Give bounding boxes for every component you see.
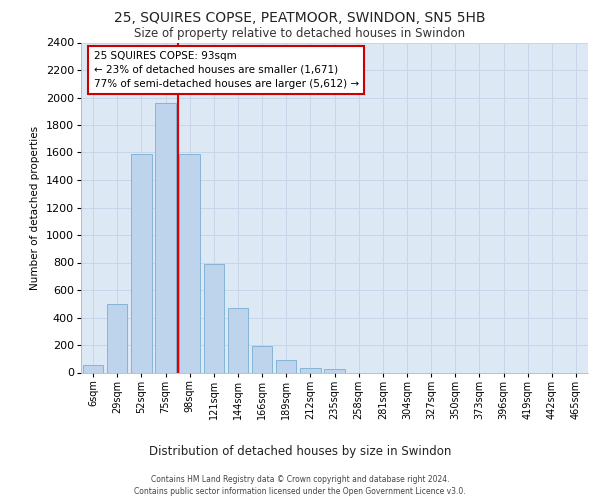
Bar (324, 368, 345, 372)
Text: 25 SQUIRES COPSE: 93sqm
← 23% of detached houses are smaller (1,671)
77% of semi: 25 SQUIRES COPSE: 93sqm ← 23% of detache… (94, 51, 359, 89)
Y-axis label: Number of detached properties: Number of detached properties (30, 126, 40, 290)
Bar (179, 154, 200, 372)
Text: Distribution of detached houses by size in Swindon: Distribution of detached houses by size … (149, 444, 451, 458)
Bar (83, 365, 103, 372)
Bar (252, 346, 272, 372)
Bar (227, 308, 248, 372)
Bar (131, 154, 152, 372)
Text: Size of property relative to detached houses in Swindon: Size of property relative to detached ho… (134, 28, 466, 40)
Text: Contains HM Land Registry data © Crown copyright and database right 2024.
Contai: Contains HM Land Registry data © Crown c… (134, 474, 466, 496)
Text: 25, SQUIRES COPSE, PEATMOOR, SWINDON, SN5 5HB: 25, SQUIRES COPSE, PEATMOOR, SWINDON, SN… (114, 11, 486, 25)
Bar (203, 264, 224, 372)
Bar (155, 103, 176, 372)
Bar (107, 304, 127, 372)
Bar (276, 360, 296, 372)
Bar (300, 368, 320, 372)
